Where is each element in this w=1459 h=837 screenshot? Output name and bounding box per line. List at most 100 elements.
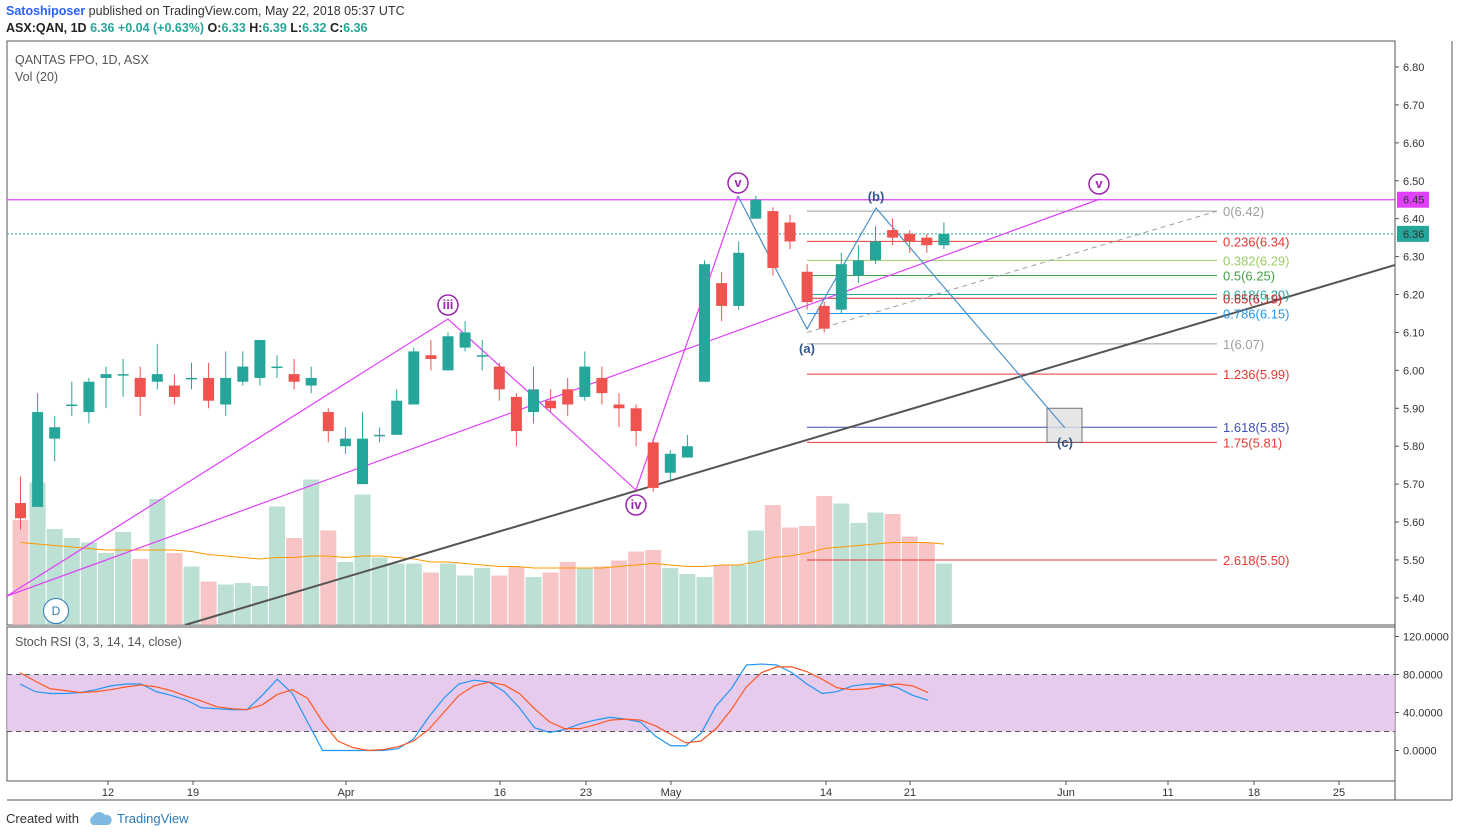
volume-bar bbox=[388, 563, 405, 625]
wave-v-target-label: v bbox=[1095, 176, 1103, 191]
volume-bar bbox=[559, 562, 576, 625]
candle-body bbox=[168, 385, 180, 397]
low-label: L: bbox=[290, 21, 303, 35]
candle-body bbox=[186, 377, 197, 380]
time-tick-label: Apr bbox=[337, 787, 354, 799]
candle-body bbox=[391, 400, 403, 435]
candle-body bbox=[818, 305, 830, 329]
volume-bar bbox=[200, 581, 217, 625]
stoch-d-line bbox=[19, 666, 929, 752]
open-value: 6.33 bbox=[221, 21, 246, 35]
last-price-tag-bg bbox=[1397, 225, 1429, 242]
volume-bar bbox=[611, 560, 627, 625]
volume-bar bbox=[816, 496, 833, 625]
volume-bar bbox=[115, 532, 132, 625]
symbol-legend[interactable]: QANTAS FPO, 1D, ASX bbox=[15, 53, 149, 67]
wave-iv-label-circle bbox=[625, 494, 647, 516]
candle-body bbox=[374, 434, 386, 437]
volume-bar bbox=[457, 575, 474, 625]
volume-bar bbox=[850, 523, 867, 625]
volume-bar bbox=[217, 584, 234, 625]
price-tick-label: 6.30 bbox=[1403, 252, 1424, 264]
candle-body bbox=[254, 340, 266, 378]
volume-bar bbox=[303, 479, 320, 625]
volume-legend[interactable]: Vol (20) bbox=[15, 70, 59, 84]
candle-body bbox=[528, 389, 539, 413]
wave-v-label-circle bbox=[727, 172, 749, 194]
candle-body bbox=[322, 412, 334, 432]
candle-body bbox=[476, 355, 488, 357]
volume-bar bbox=[833, 503, 850, 625]
volume-bar bbox=[251, 586, 268, 625]
volume-bar bbox=[80, 542, 97, 625]
last-price-tag: 6.36 bbox=[1403, 229, 1424, 241]
volume-bar bbox=[867, 512, 884, 625]
ohlc-line: ASX:QAN, 1D 6.36 +0.04 (+0.63%) O:6.33 H… bbox=[6, 21, 367, 35]
volume-bar bbox=[371, 557, 388, 625]
candle-body bbox=[852, 260, 864, 276]
candle-body bbox=[938, 233, 950, 246]
candle-body bbox=[357, 438, 368, 485]
candle-body bbox=[681, 446, 693, 458]
candle-body bbox=[288, 374, 300, 382]
volume-bar bbox=[935, 563, 952, 625]
volume-bar bbox=[730, 565, 747, 625]
fib-level-label: 0.236(6.34) bbox=[1223, 234, 1290, 249]
candle-body bbox=[237, 366, 249, 382]
volume-bar bbox=[29, 482, 46, 625]
stoch-tick-label: 0.0000 bbox=[1403, 746, 1437, 758]
candle-body bbox=[49, 427, 61, 439]
fib-level-label: 0(6.42) bbox=[1223, 204, 1264, 219]
candle-body bbox=[664, 453, 676, 473]
time-tick-label: 19 bbox=[187, 787, 199, 799]
volume-bar bbox=[491, 575, 508, 625]
volume-bar bbox=[576, 568, 593, 625]
stoch-legend[interactable]: Stoch RSI (3, 3, 14, 14, close) bbox=[15, 635, 182, 649]
candle-body bbox=[510, 396, 522, 432]
last-price-value: 6.36 bbox=[90, 21, 115, 35]
close-label: C: bbox=[329, 21, 344, 35]
volume-bar bbox=[508, 566, 525, 625]
time-tick-label: 25 bbox=[1333, 787, 1345, 799]
volume-bar bbox=[98, 553, 114, 625]
dividend-badge[interactable]: D bbox=[43, 598, 69, 624]
time-tick-label: 23 bbox=[580, 787, 592, 799]
candle-body bbox=[442, 336, 454, 371]
volume-bar bbox=[884, 514, 901, 625]
author-link[interactable]: Satoshiposer bbox=[6, 4, 86, 18]
fib-level-label: 2.618(5.50) bbox=[1223, 553, 1290, 568]
price-tick-label: 5.90 bbox=[1403, 403, 1424, 415]
wave-labels: 0(6.42) 0.236(6.34) 0.382(6.29)0.5(6.25) 0.… bbox=[437, 172, 1290, 568]
tradingview-brand: TradingView bbox=[116, 811, 189, 826]
volume-bar bbox=[12, 520, 29, 625]
volume-bar bbox=[183, 566, 200, 625]
candle-body bbox=[493, 366, 505, 390]
candle-body bbox=[562, 389, 574, 405]
footer: Created with TradingView bbox=[6, 811, 189, 826]
candle-body bbox=[100, 374, 112, 378]
candle-body bbox=[887, 230, 899, 238]
wave-iii-label-circle bbox=[437, 294, 459, 316]
volume-bar bbox=[679, 574, 696, 625]
trend-lines[interactable] bbox=[7, 195, 1395, 625]
candle-body bbox=[408, 351, 420, 405]
time-tick-label: 21 bbox=[904, 787, 916, 799]
axes: 6.80 6.70 6.60 6.50 6.40 6.30 6.20 6.10 6.00 5.90… bbox=[102, 62, 1449, 799]
price-tick-label: 5.70 bbox=[1403, 479, 1424, 491]
stoch-tick-label: 80.0000 bbox=[1403, 670, 1443, 682]
time-tick-label: 11 bbox=[1162, 787, 1173, 799]
volume-bar bbox=[286, 538, 303, 625]
candle-body bbox=[32, 412, 44, 507]
tradingview-logo[interactable]: TradingView bbox=[87, 811, 189, 826]
volume-bar bbox=[474, 568, 491, 625]
time-tick-label: May bbox=[661, 787, 682, 799]
volume-bar bbox=[234, 583, 251, 625]
candle-body bbox=[596, 377, 608, 394]
volume-bar bbox=[799, 526, 816, 625]
volume-ma-line bbox=[20, 542, 944, 569]
volume-bar bbox=[149, 499, 166, 625]
volume-bar bbox=[63, 538, 80, 625]
price-tick-label: 6.00 bbox=[1403, 365, 1424, 377]
candle-body bbox=[801, 271, 813, 303]
